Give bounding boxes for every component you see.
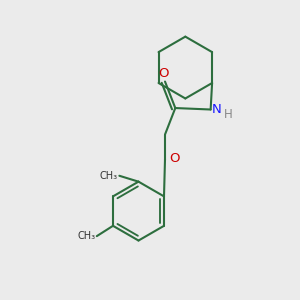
Text: O: O [169,152,180,165]
Text: H: H [224,108,233,121]
Text: CH₃: CH₃ [100,171,118,181]
Text: CH₃: CH₃ [77,231,95,241]
Text: N: N [212,103,222,116]
Text: O: O [158,67,169,80]
